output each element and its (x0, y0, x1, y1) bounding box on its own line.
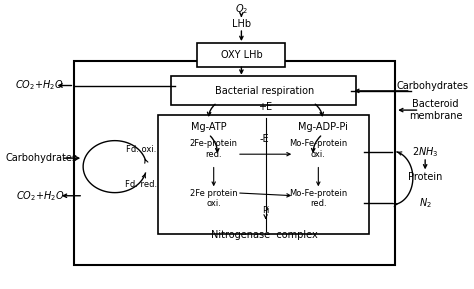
Text: Fd. red.: Fd. red. (125, 180, 157, 189)
Text: Protein: Protein (408, 172, 442, 181)
Text: Carbohydrates: Carbohydrates (397, 81, 469, 90)
Text: $2NH_3$: $2NH_3$ (412, 146, 438, 160)
FancyBboxPatch shape (171, 77, 356, 105)
Text: 2Fe protein
oxi.: 2Fe protein oxi. (190, 189, 237, 208)
Text: -E: -E (260, 134, 270, 144)
Text: Fd. oxi.: Fd. oxi. (126, 144, 156, 154)
FancyBboxPatch shape (158, 115, 369, 234)
Text: LHb: LHb (232, 19, 251, 29)
Text: Nitrogenase  complex: Nitrogenase complex (211, 230, 318, 240)
Text: Carbohydrates: Carbohydrates (5, 153, 77, 163)
Text: Bacterial respiration: Bacterial respiration (215, 86, 314, 96)
Text: $O_2$: $O_2$ (235, 2, 248, 16)
Text: OXY LHb: OXY LHb (220, 50, 262, 60)
Text: Mg-ADP-Pi: Mg-ADP-Pi (298, 122, 347, 132)
Text: Mg-ATP: Mg-ATP (191, 122, 226, 132)
Text: $N_2$: $N_2$ (419, 196, 432, 210)
Text: Bacteroid
membrane: Bacteroid membrane (409, 99, 463, 121)
FancyBboxPatch shape (198, 43, 285, 67)
Text: $CO_2$+$H_2O$: $CO_2$+$H_2O$ (15, 79, 64, 92)
Text: 2Fe-protein
red.: 2Fe-protein red. (190, 139, 237, 159)
Text: +E: +E (258, 102, 272, 112)
Text: Mo-Fe-protein
oxi.: Mo-Fe-protein oxi. (289, 139, 347, 159)
Text: Pi: Pi (262, 206, 269, 215)
Text: Mo-Fe-protein
red.: Mo-Fe-protein red. (289, 189, 347, 208)
Text: $CO_2$+$H_2O$: $CO_2$+$H_2O$ (16, 189, 64, 203)
